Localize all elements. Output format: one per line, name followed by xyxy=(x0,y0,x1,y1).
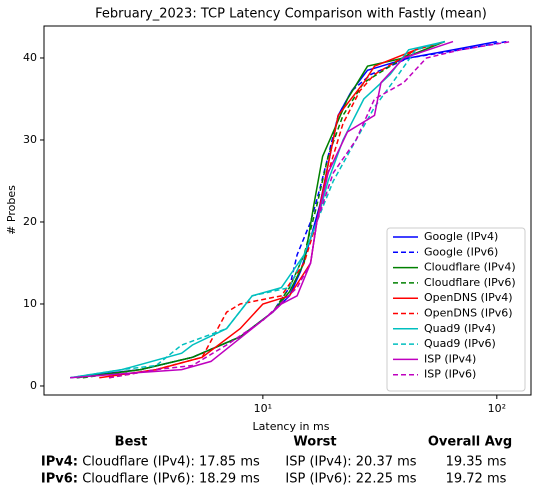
y-tick-label: 0 xyxy=(30,379,37,392)
legend-label: Cloudflare (IPv6) xyxy=(424,276,516,289)
y-tick-label: 10 xyxy=(23,297,37,310)
legend-label: Cloudflare (IPv4) xyxy=(424,261,516,274)
chart-title: February_2023: TCP Latency Comparison wi… xyxy=(95,7,487,22)
cell: ISP (IPv6): 22.25 ms xyxy=(285,472,416,487)
legend-box xyxy=(386,227,526,392)
column-header: Overall Avg xyxy=(428,435,512,450)
cell: 19.72 ms xyxy=(446,472,507,487)
x-tick-label: 10² xyxy=(488,402,506,415)
legend-label: ISP (IPv4) xyxy=(424,352,476,365)
column-header: Worst xyxy=(293,435,336,450)
legend-label: ISP (IPv6) xyxy=(424,368,476,381)
plot-frame xyxy=(43,25,532,396)
y-tick-label: 30 xyxy=(23,133,37,146)
legend-label: Google (IPv6) xyxy=(424,245,498,258)
series-line xyxy=(70,40,454,379)
column-header: Best xyxy=(115,435,148,450)
y-tick-label: 40 xyxy=(23,51,37,64)
cell: ISP (IPv4): 20.37 ms xyxy=(285,455,416,470)
legend-label: Google (IPv4) xyxy=(424,230,498,243)
legend-label: OpenDNS (IPv4) xyxy=(424,291,513,304)
cell: Cloudflare (IPv6): 18.29 ms xyxy=(82,472,260,487)
series-line xyxy=(108,40,446,379)
y-tick-label: 20 xyxy=(23,215,37,228)
series-line xyxy=(82,40,446,379)
series-line xyxy=(69,40,446,379)
row-label: IPv6: xyxy=(41,472,78,487)
series-line xyxy=(108,40,512,379)
y-axis-label: # Probes xyxy=(5,185,18,235)
row-label: IPv4: xyxy=(41,455,78,470)
legend-label: Quad9 (IPv4) xyxy=(424,322,496,335)
legend-label: OpenDNS (IPv6) xyxy=(424,307,513,320)
x-tick-label: 10¹ xyxy=(254,402,272,415)
legend-label: Quad9 (IPv6) xyxy=(424,337,496,350)
cell: 19.35 ms xyxy=(446,455,507,470)
x-axis-label: Latency in ms xyxy=(253,420,330,433)
cell: Cloudflare (IPv4): 17.85 ms xyxy=(82,455,260,470)
